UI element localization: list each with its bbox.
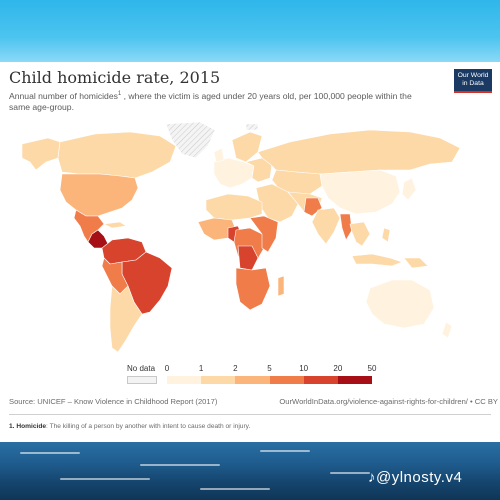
legend-bin-2[interactable] (235, 376, 270, 384)
footnote: 1. Homicide: The killing of a person by … (9, 423, 251, 430)
legend-tick-label: 50 (367, 364, 377, 373)
western-europe (213, 157, 255, 189)
legend-color-scale (167, 376, 373, 384)
legend-bin-3[interactable] (269, 376, 304, 384)
legend-tick-label: 0 (164, 364, 170, 373)
sea-background (0, 442, 500, 500)
drc (237, 245, 259, 271)
sky-background (0, 0, 500, 62)
legend-tick-label: 1 (198, 364, 204, 373)
legend-tick-label: 20 (333, 364, 343, 373)
southeast-asia (349, 221, 371, 247)
north-africa (205, 193, 263, 221)
uk (213, 147, 225, 163)
philippines (381, 227, 391, 243)
canada (57, 131, 177, 179)
owid-logo[interactable]: Our World in Data (454, 69, 492, 93)
source-link[interactable]: OurWorldInData.org/violence-against-righ… (279, 397, 498, 406)
legend-bin-0[interactable] (167, 376, 202, 384)
madagascar (277, 275, 285, 297)
japan (401, 177, 417, 201)
source-text: Source: UNICEF – Know Violence in Childh… (9, 397, 218, 406)
legend-tick-label: 2 (233, 364, 238, 373)
chart-title: Child homicide rate, 2015 (9, 68, 221, 87)
middle-east (255, 183, 299, 223)
indonesia (351, 253, 403, 267)
southern-africa (235, 267, 271, 311)
new-zealand (441, 321, 453, 339)
central-america (87, 229, 109, 249)
legend-tick-label: 10 (299, 364, 309, 373)
legend-bin-1[interactable] (201, 376, 236, 384)
myanmar (339, 213, 353, 241)
legend-tick-label: 5 (267, 364, 272, 373)
greenland (165, 121, 216, 159)
legend-no-data-swatch[interactable] (127, 376, 157, 384)
east-africa (249, 215, 279, 253)
scandinavia (231, 131, 263, 163)
divider (9, 414, 491, 415)
argentina-chile (109, 285, 143, 353)
watermark-handle: ♪@ylnosty.v4 (368, 469, 463, 486)
russia (257, 129, 461, 175)
legend-no-data-label: No data (127, 364, 156, 373)
mongolia-china (319, 169, 401, 215)
alaska (21, 137, 61, 171)
chart-subtitle: Annual number of homicides1 , where the … (9, 90, 412, 112)
legend-bin-4[interactable] (303, 376, 338, 384)
svalbard (245, 123, 259, 131)
world-map (21, 121, 461, 353)
usa (59, 173, 139, 217)
australia (365, 279, 435, 329)
cuba (103, 221, 127, 229)
papua (403, 257, 429, 269)
legend-bin-5[interactable] (337, 376, 373, 384)
india (311, 207, 341, 245)
